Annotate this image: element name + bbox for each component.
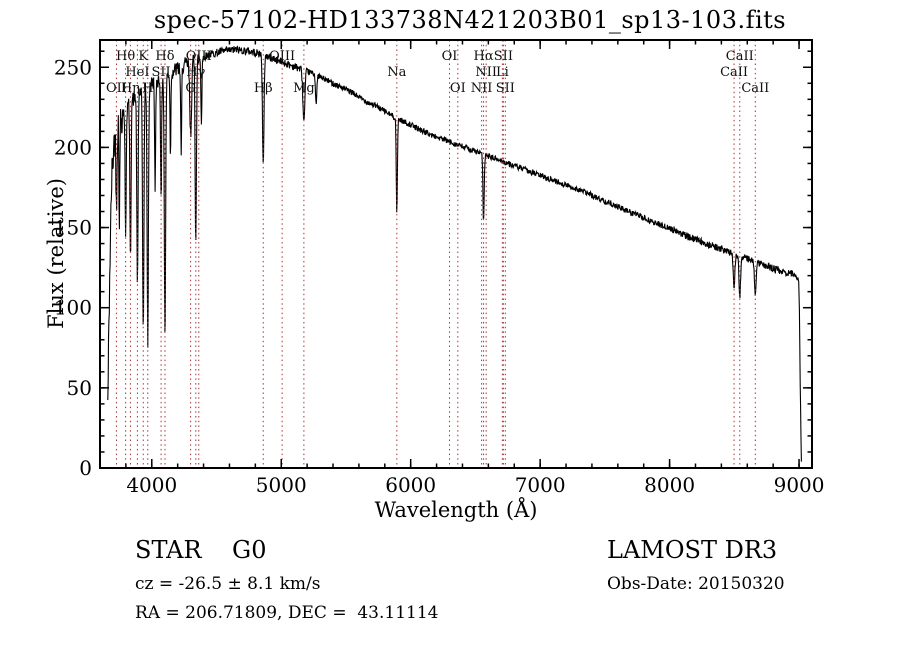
- spectral-marker-label: OI: [450, 81, 466, 96]
- spectral-marker-label: Na: [387, 65, 406, 80]
- spectral-marker-label: SII: [152, 65, 171, 80]
- spectral-marker-label: CaII: [720, 65, 748, 80]
- plot-border: [99, 39, 813, 469]
- spectral-marker-label: Li: [496, 65, 509, 80]
- spectral-marker-label: NII: [471, 81, 493, 96]
- spectral-marker-label: CaII: [741, 81, 769, 96]
- y-tick-labels: 0 50 100 150 200 250: [54, 55, 92, 480]
- spectral-marker-label: CaII: [726, 49, 754, 64]
- obs-date-value: Obs-Date: 20150320: [607, 574, 785, 594]
- footer-right: LAMOST DR3 Obs-Date: 20150320: [607, 536, 785, 603]
- spectral-marker-label: Hη: [121, 81, 140, 96]
- spectral-marker-label: OIII: [186, 49, 212, 64]
- y-tick-label: 50: [67, 376, 92, 400]
- footer-left: STAR G0 cz = -26.5 ± 8.1 km/s RA = 206.7…: [135, 536, 439, 632]
- page-title: spec-57102-HD133738N421203B01_sp13-103.f…: [153, 6, 787, 34]
- spectral-marker-label: Hβ: [254, 81, 273, 96]
- ra-dec-value: RA = 206.71809, DEC = 43.11114: [135, 603, 439, 623]
- x-tick-label: 7000: [515, 473, 566, 497]
- spectral-marker-label: SII: [496, 81, 515, 96]
- spectral-marker-label: OI: [442, 49, 458, 64]
- survey-name: LAMOST DR3: [607, 536, 778, 564]
- cz-value: cz = -26.5 ± 8.1 km/s: [135, 574, 321, 594]
- y-axis-label: Flux (relative): [44, 178, 68, 329]
- y-tick-label: 200: [54, 135, 92, 159]
- spectral-marker-label: OII: [106, 81, 127, 96]
- spectral-marker-label: G: [185, 81, 195, 96]
- spectrum-line: [107, 45, 802, 462]
- object-class-label: STAR G0: [135, 536, 267, 564]
- axis-ticks: [99, 40, 812, 469]
- x-tick-labels: 4000 5000 6000 7000 8000 9000: [126, 473, 824, 497]
- spectral-marker-label: OIII: [269, 49, 295, 64]
- spectral-marker-label: K: [138, 49, 148, 64]
- spectral-marker-lines: [115, 40, 756, 468]
- spectral-marker-label: Hθ: [116, 49, 135, 64]
- spectral-marker-label: HeI: [125, 65, 149, 80]
- x-tick-label: 5000: [256, 473, 307, 497]
- y-tick-label: 250: [54, 55, 92, 79]
- y-tick-label: 100: [54, 296, 92, 320]
- spectral-marker-label: Hγ: [186, 65, 205, 80]
- spectral-marker-label: Hδ: [155, 49, 174, 64]
- x-tick-label: 4000: [126, 473, 177, 497]
- x-tick-label: 9000: [774, 473, 825, 497]
- spectral-marker-label: SII: [494, 49, 513, 64]
- x-tick-label: 6000: [385, 473, 436, 497]
- y-tick-label: 0: [79, 456, 92, 480]
- spectral-marker-label: NII: [475, 65, 497, 80]
- spectral-marker-label: H: [142, 81, 153, 96]
- x-tick-label: 8000: [644, 473, 695, 497]
- x-axis-label: Wavelength (Å): [374, 498, 538, 522]
- y-tick-label: 150: [54, 216, 92, 240]
- spectral-marker-label: Hα: [474, 49, 494, 64]
- spectral-marker-label: Mg: [293, 81, 315, 96]
